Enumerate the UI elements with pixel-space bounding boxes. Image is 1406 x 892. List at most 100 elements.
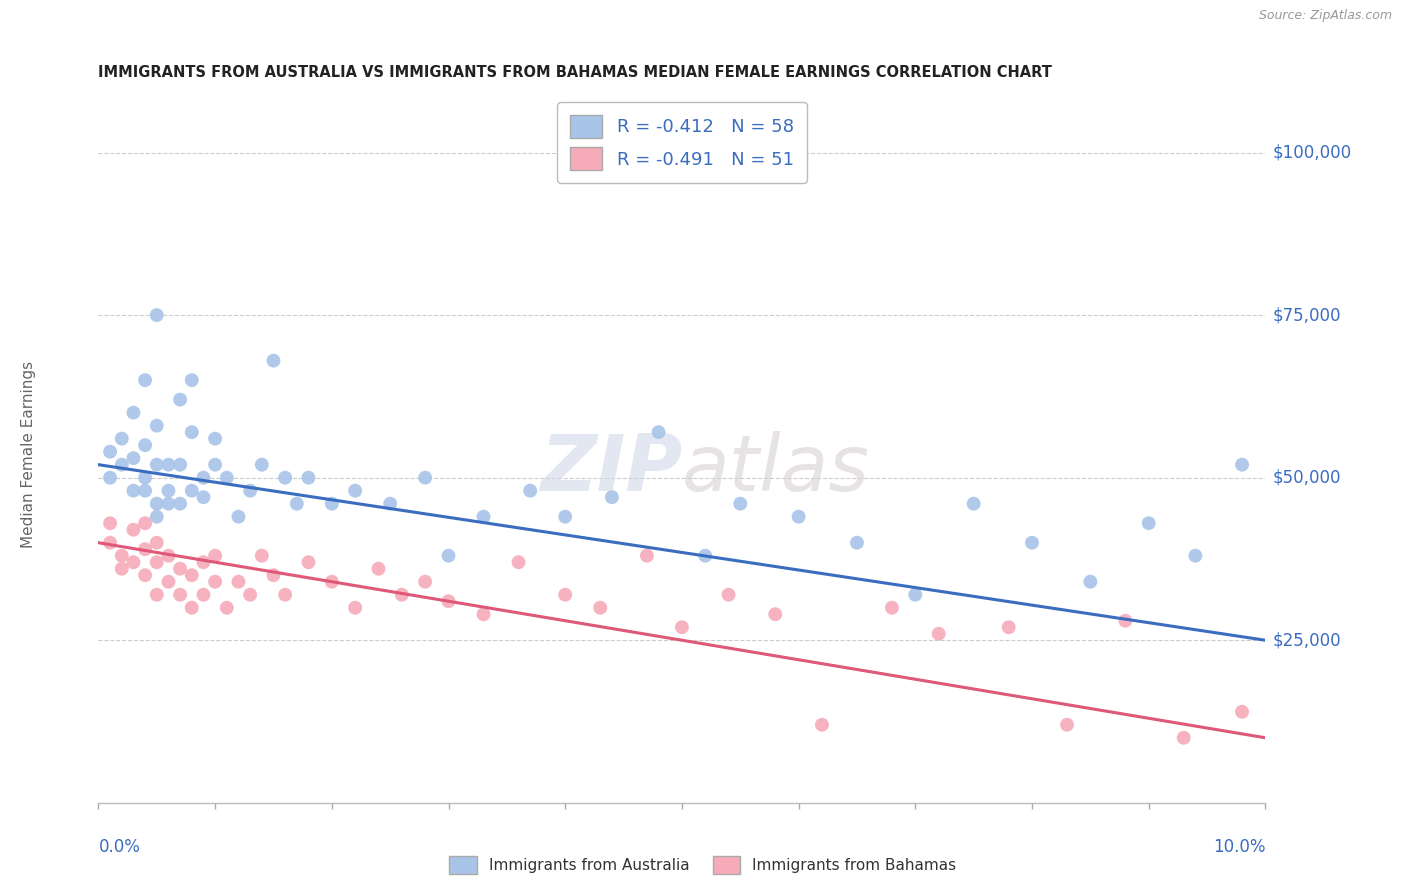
Point <box>157 497 180 511</box>
Point <box>98 535 121 549</box>
Point <box>134 516 156 531</box>
Text: 10.0%: 10.0% <box>1213 838 1265 856</box>
Point <box>204 549 226 563</box>
Point <box>193 490 215 504</box>
Point <box>134 438 156 452</box>
Point <box>98 516 121 531</box>
Point <box>134 471 156 485</box>
Point <box>904 588 927 602</box>
Point <box>134 373 156 387</box>
Point <box>215 471 238 485</box>
Point <box>321 574 343 589</box>
Point <box>134 568 156 582</box>
Point <box>344 483 367 498</box>
Point <box>122 555 145 569</box>
Point <box>180 373 202 387</box>
Point <box>508 555 530 569</box>
Point <box>297 555 319 569</box>
Point <box>180 483 202 498</box>
Point <box>169 392 191 407</box>
Point <box>763 607 786 622</box>
Point <box>180 600 202 615</box>
Point <box>98 471 121 485</box>
Point <box>228 509 250 524</box>
Point <box>262 353 284 368</box>
Point <box>472 607 495 622</box>
Point <box>169 588 191 602</box>
Text: $100,000: $100,000 <box>1272 144 1351 161</box>
Point <box>193 471 215 485</box>
Point <box>1080 574 1102 589</box>
Point <box>554 509 576 524</box>
Legend: R = -0.412   N = 58, R = -0.491   N = 51: R = -0.412 N = 58, R = -0.491 N = 51 <box>557 103 807 183</box>
Point <box>367 562 389 576</box>
Point <box>845 535 868 549</box>
Text: ZIP: ZIP <box>540 431 682 507</box>
Point <box>811 718 834 732</box>
Point <box>997 620 1019 634</box>
Point <box>146 588 169 602</box>
Text: $50,000: $50,000 <box>1272 468 1341 487</box>
Point <box>1114 614 1136 628</box>
Point <box>600 490 623 504</box>
Point <box>321 497 343 511</box>
Point <box>146 535 169 549</box>
Legend: Immigrants from Australia, Immigrants from Bahamas: Immigrants from Australia, Immigrants fr… <box>443 850 963 880</box>
Point <box>274 588 297 602</box>
Point <box>146 497 169 511</box>
Point <box>413 574 436 589</box>
Point <box>204 458 226 472</box>
Point <box>554 588 576 602</box>
Point <box>111 549 134 563</box>
Point <box>157 483 180 498</box>
Point <box>413 471 436 485</box>
Text: 0.0%: 0.0% <box>98 838 141 856</box>
Point <box>111 562 134 576</box>
Point <box>239 483 262 498</box>
Point <box>146 308 169 322</box>
Point <box>146 418 169 433</box>
Point <box>1230 705 1253 719</box>
Point <box>204 432 226 446</box>
Point <box>250 549 273 563</box>
Point <box>146 509 169 524</box>
Point <box>180 568 202 582</box>
Point <box>344 600 367 615</box>
Point <box>274 471 297 485</box>
Point <box>180 425 202 439</box>
Point <box>1021 535 1043 549</box>
Point <box>928 626 950 640</box>
Point <box>636 549 658 563</box>
Point <box>193 555 215 569</box>
Point <box>169 497 191 511</box>
Point <box>169 458 191 472</box>
Text: $75,000: $75,000 <box>1272 306 1341 324</box>
Point <box>169 562 191 576</box>
Point <box>1173 731 1195 745</box>
Point <box>787 509 810 524</box>
Point <box>204 574 226 589</box>
Point <box>589 600 612 615</box>
Point <box>391 588 413 602</box>
Point <box>228 574 250 589</box>
Text: Source: ZipAtlas.com: Source: ZipAtlas.com <box>1258 9 1392 22</box>
Point <box>157 574 180 589</box>
Point <box>122 523 145 537</box>
Point <box>1137 516 1160 531</box>
Point <box>285 497 308 511</box>
Point <box>146 555 169 569</box>
Point <box>647 425 669 439</box>
Point <box>1056 718 1078 732</box>
Text: $25,000: $25,000 <box>1272 632 1341 649</box>
Point <box>134 542 156 557</box>
Point <box>122 483 145 498</box>
Point <box>111 458 134 472</box>
Point <box>1184 549 1206 563</box>
Point <box>134 483 156 498</box>
Point <box>717 588 740 602</box>
Point <box>262 568 284 582</box>
Point <box>122 451 145 466</box>
Point <box>250 458 273 472</box>
Point <box>98 444 121 458</box>
Point <box>671 620 693 634</box>
